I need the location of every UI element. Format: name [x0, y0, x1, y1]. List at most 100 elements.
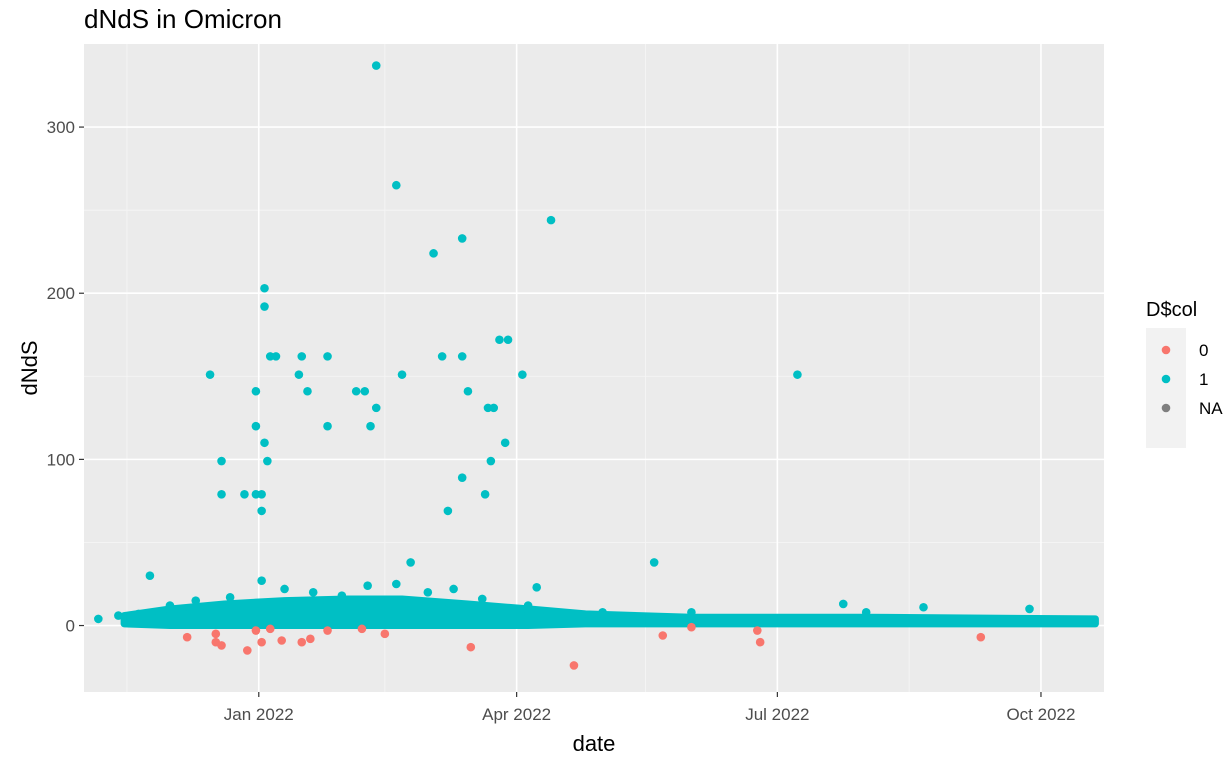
data-point-series-1	[134, 609, 143, 619]
dense-band-area	[120, 595, 1099, 630]
data-point-series-1	[191, 596, 201, 605]
data-point-series-1	[437, 352, 447, 361]
x-axis: Jan 2022 Apr 2022 Jul 2022 Oct 2022	[224, 692, 1075, 724]
data-point-series-1	[303, 386, 312, 396]
data-point-series-1	[251, 386, 261, 396]
data-point-series-1	[687, 607, 696, 617]
x-tick-label: Jul 2022	[745, 705, 809, 724]
data-point-series-1	[165, 601, 175, 610]
data-point-series-1	[225, 592, 235, 602]
x-axis-title: date	[573, 731, 616, 756]
data-point-series-1	[649, 558, 659, 567]
data-point-series-1	[297, 352, 307, 361]
data-point-series-1	[366, 421, 375, 431]
legend-label: 1	[1199, 370, 1208, 389]
x-tick-label: Apr 2022	[482, 705, 551, 724]
dense-data-band	[120, 595, 1099, 630]
data-point-series-1	[337, 591, 347, 600]
data-point-series-0	[569, 661, 579, 670]
data-point-series-1	[480, 489, 490, 499]
data-point-series-1	[429, 249, 438, 258]
data-point-series-1	[503, 335, 513, 345]
data-point-series-0	[380, 629, 390, 639]
data-point-series-1	[495, 335, 504, 345]
data-point-series-0	[976, 632, 986, 642]
data-point-series-1	[443, 506, 453, 516]
data-point-series-0	[297, 637, 307, 647]
legend-key-NA	[1161, 403, 1171, 413]
data-point-series-1	[546, 215, 556, 225]
data-point-series-1	[598, 607, 607, 617]
data-point-series-1	[260, 438, 269, 448]
data-point-series-0	[277, 636, 286, 645]
data-point-series-1	[260, 283, 269, 293]
data-point-series-1	[263, 456, 272, 466]
data-points	[94, 61, 1034, 670]
legend-key-1	[1161, 374, 1171, 384]
data-point-series-0	[323, 626, 332, 635]
data-point-series-1	[449, 584, 458, 594]
data-point-series-1	[406, 558, 415, 567]
data-point-series-1	[919, 602, 928, 612]
data-point-series-1	[486, 456, 496, 466]
x-tick-label: Oct 2022	[1006, 705, 1075, 724]
legend-title: D$col	[1146, 299, 1197, 321]
minor-gridlines	[84, 44, 1104, 692]
y-axis: 0 100 200 300	[47, 118, 84, 636]
data-point-series-1	[323, 352, 332, 361]
data-point-series-0	[251, 626, 261, 635]
data-point-series-1	[500, 438, 510, 448]
x-tick-label: Jan 2022	[224, 705, 294, 724]
legend-label: NA	[1199, 399, 1223, 418]
data-point-series-1	[217, 489, 226, 499]
data-point-series-1	[308, 588, 318, 597]
data-point-series-1	[397, 370, 407, 379]
data-point-series-1	[371, 403, 381, 413]
data-point-series-1	[371, 61, 381, 70]
data-point-series-1	[94, 614, 103, 624]
data-point-series-1	[125, 612, 135, 622]
data-point-series-1	[217, 456, 226, 466]
data-point-series-0	[211, 629, 221, 639]
data-point-series-1	[114, 611, 123, 620]
data-point-series-1	[861, 607, 871, 617]
data-point-series-1	[294, 370, 304, 379]
data-point-series-1	[251, 421, 261, 431]
y-tick-label: 0	[66, 617, 75, 636]
data-point-series-0	[217, 641, 226, 650]
data-point-series-0	[182, 632, 192, 642]
data-point-series-1	[280, 584, 289, 594]
data-point-series-0	[658, 631, 668, 640]
data-point-series-1	[392, 579, 401, 589]
data-point-series-1	[793, 370, 802, 379]
data-point-series-1	[363, 581, 372, 590]
data-point-series-0	[687, 622, 696, 632]
data-point-series-1	[1025, 604, 1034, 614]
data-point-series-1	[518, 370, 527, 379]
legend-label: 0	[1199, 341, 1208, 360]
data-point-series-1	[423, 588, 433, 597]
data-point-series-0	[265, 624, 275, 634]
data-point-series-1	[260, 302, 269, 311]
data-point-series-1	[257, 506, 266, 516]
data-point-series-1	[271, 352, 281, 361]
data-point-series-0	[755, 637, 765, 647]
y-tick-label: 300	[47, 118, 75, 137]
y-tick-label: 100	[47, 450, 75, 469]
plot-panel	[84, 44, 1104, 692]
data-point-series-1	[392, 180, 401, 190]
data-point-series-1	[477, 594, 487, 604]
chart-title: dNdS in Omicron	[84, 4, 282, 34]
data-point-series-1	[240, 489, 249, 499]
data-point-series-1	[457, 234, 467, 243]
data-point-series-1	[257, 489, 266, 499]
data-point-series-1	[145, 571, 155, 580]
data-point-series-0	[306, 634, 315, 644]
data-point-series-0	[753, 626, 762, 635]
y-axis-title: dNdS	[17, 340, 42, 395]
data-point-series-1	[838, 599, 848, 609]
legend-key-0	[1161, 345, 1171, 355]
data-point-series-0	[466, 642, 476, 652]
data-point-series-1	[205, 370, 215, 379]
